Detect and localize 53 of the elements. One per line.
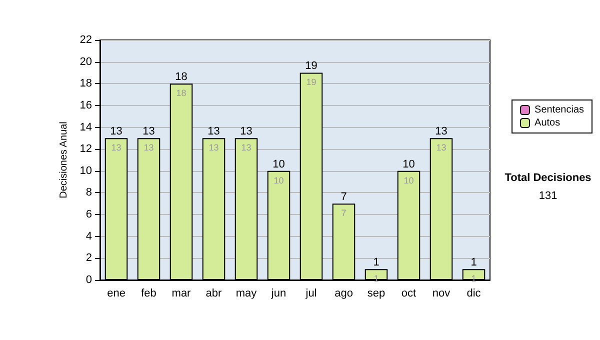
- x-tick-label: nov: [432, 288, 451, 300]
- total-label: 13: [142, 126, 155, 138]
- x-tick-label: abr: [206, 288, 222, 300]
- total-label: 1: [373, 256, 380, 269]
- data-label: 13: [144, 142, 154, 153]
- data-label: 19: [306, 77, 316, 88]
- y-tick-label: 6: [86, 208, 92, 221]
- total-label: 10: [402, 158, 415, 170]
- data-label: 18: [176, 88, 186, 98]
- text: 131: [538, 190, 558, 202]
- total-label: 10: [272, 158, 285, 170]
- total-label: 13: [110, 126, 122, 138]
- y-tick-label: 0: [86, 274, 92, 286]
- y-tick-label: 20: [80, 56, 92, 68]
- y-tick-label: 2: [86, 252, 92, 264]
- total-label: 1: [470, 256, 477, 269]
- x-tick-label: jun: [270, 288, 286, 300]
- total-label: 13: [240, 126, 252, 138]
- x-tick-label: dic: [466, 288, 482, 300]
- x-tick-label: oct: [401, 288, 416, 300]
- data-label: 13: [436, 142, 446, 153]
- y-tick-label: 10: [80, 164, 92, 177]
- total-label: 18: [175, 71, 188, 84]
- x-tick-label: feb: [141, 288, 156, 300]
- y-tick-label: 8: [86, 186, 92, 199]
- data-label: 10: [404, 175, 414, 186]
- total-label: 13: [208, 126, 220, 138]
- x-tick-label: jul: [304, 288, 317, 300]
- total-label: 19: [305, 60, 318, 72]
- legend-label: Sentencias: [534, 104, 584, 116]
- data-label: 1: [374, 274, 379, 284]
- data-label: 7: [341, 208, 346, 218]
- x-tick-label: may: [236, 288, 258, 300]
- data-label: 10: [274, 175, 284, 186]
- data-label: 1: [471, 274, 476, 284]
- y-axis-title: Decisiones Anual: [58, 122, 70, 198]
- data-label: 13: [111, 142, 122, 153]
- data-label: 13: [208, 142, 219, 153]
- x-tick-label: mar: [172, 288, 192, 300]
- total-label: 7: [340, 191, 347, 204]
- total-label: 13: [435, 126, 448, 138]
- x-tick-label: ago: [334, 288, 353, 300]
- y-tick-label: 4: [86, 230, 92, 242]
- data-label: 13: [241, 142, 252, 153]
- y-tick-label: 14: [80, 121, 92, 134]
- text: Total Decisiones: [504, 172, 592, 184]
- y-tick-label: 22: [80, 34, 92, 46]
- x-tick-label: ene: [107, 288, 126, 300]
- y-tick-label: 12: [80, 143, 92, 156]
- x-tick-label: sep: [367, 288, 386, 300]
- y-tick-label: 16: [80, 99, 92, 112]
- y-tick-label: 18: [80, 78, 92, 90]
- legend-label: Autos: [534, 118, 560, 128]
